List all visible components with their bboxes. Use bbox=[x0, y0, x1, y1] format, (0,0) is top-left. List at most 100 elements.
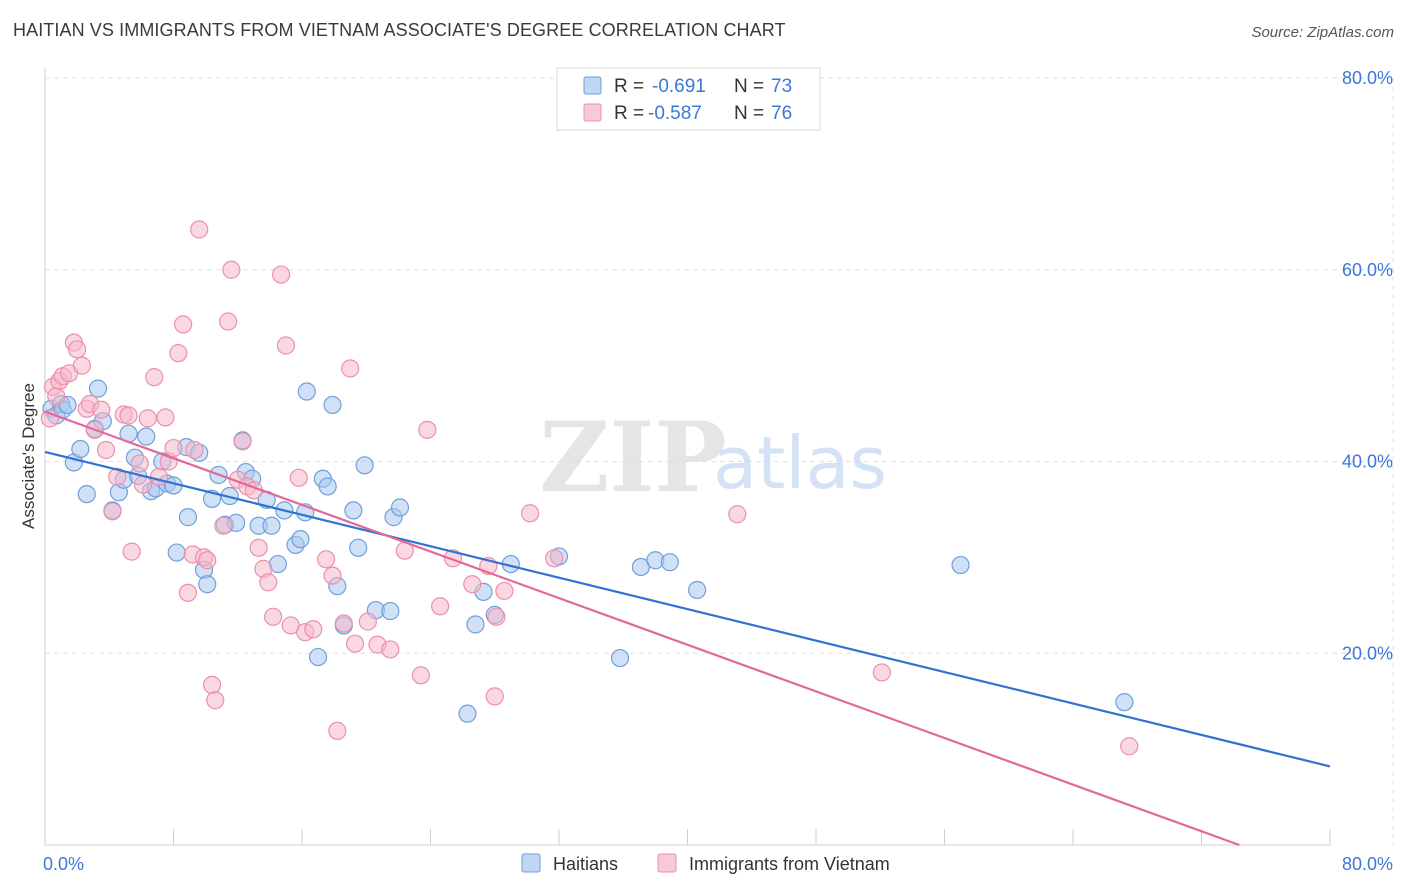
x-tick-label-1: 80.0% bbox=[1342, 854, 1393, 874]
chart-title: HAITIAN VS IMMIGRANTS FROM VIETNAM ASSOC… bbox=[13, 20, 786, 40]
haitians-point-60 bbox=[466, 615, 485, 634]
vietnam-point-13 bbox=[96, 440, 116, 460]
haitians-point-52 bbox=[344, 501, 363, 520]
vietnam-point-56 bbox=[328, 721, 347, 741]
vietnam-point-53 bbox=[304, 620, 323, 639]
vietnam-point-28 bbox=[174, 315, 193, 334]
legend-r-value-2: -0.587 bbox=[648, 103, 702, 124]
tick-labels: 20.0% 40.0% 60.0% 80.0% 0.0% 80.0% bbox=[43, 68, 1393, 874]
gridlines bbox=[45, 77, 1394, 845]
haitians-point-28 bbox=[198, 575, 217, 594]
legend-swatch-haitians bbox=[583, 76, 602, 95]
vietnam-point-66 bbox=[431, 597, 450, 616]
y-tick-label-1: 40.0% bbox=[1342, 452, 1393, 472]
vietnam-point-54 bbox=[316, 550, 336, 569]
vietnam-point-27 bbox=[169, 344, 188, 363]
legend-bottom-swatch-haitians bbox=[521, 853, 541, 873]
vietnam-point-55 bbox=[323, 566, 342, 585]
legend-n-label-2: N = bbox=[734, 103, 764, 124]
vietnam-trend-line bbox=[44, 410, 1240, 847]
vietnam-point-57 bbox=[334, 614, 353, 633]
vietnam-point-14 bbox=[103, 502, 122, 521]
haitians-point-54 bbox=[355, 456, 374, 475]
vietnam-point-15 bbox=[108, 467, 127, 486]
haitians-point-43 bbox=[291, 530, 310, 549]
haitians-point-70 bbox=[951, 555, 970, 575]
vietnam-point-29 bbox=[178, 583, 198, 602]
haitians-point-49 bbox=[323, 395, 342, 415]
vietnam-point-24 bbox=[156, 408, 175, 427]
vietnam-point-41 bbox=[233, 432, 252, 451]
legend-n-value-2: 76 bbox=[771, 103, 792, 124]
vietnam-point-18 bbox=[122, 542, 141, 561]
haitians-trend-line bbox=[44, 450, 1331, 768]
vietnam-point-51 bbox=[289, 468, 308, 487]
watermark-atlas: atlas bbox=[713, 421, 887, 505]
haitians-point-25 bbox=[178, 508, 198, 527]
y-axis-label: Associate's Degree bbox=[19, 383, 38, 529]
vietnam-point-65 bbox=[418, 420, 437, 439]
vietnam-points bbox=[40, 220, 1139, 756]
vietnam-point-36 bbox=[206, 691, 225, 710]
vietnam-point-7 bbox=[68, 340, 87, 359]
haitians-point-48 bbox=[318, 477, 337, 496]
vietnam-point-17 bbox=[119, 406, 138, 425]
vietnam-point-73 bbox=[520, 504, 540, 523]
haitians-point-53 bbox=[349, 538, 368, 557]
vietnam-point-21 bbox=[138, 409, 157, 428]
vietnam-point-59 bbox=[345, 634, 365, 653]
vietnam-point-49 bbox=[276, 336, 296, 355]
vietnam-point-62 bbox=[381, 640, 400, 659]
vietnam-point-67 bbox=[443, 549, 463, 568]
haitians-point-56 bbox=[381, 601, 400, 621]
vietnam-point-37 bbox=[214, 516, 233, 535]
vietnam-point-64 bbox=[411, 666, 430, 685]
vietnam-point-23 bbox=[149, 467, 169, 486]
vietnam-point-68 bbox=[463, 575, 482, 594]
vietnam-point-46 bbox=[259, 573, 278, 592]
haitians-point-58 bbox=[390, 498, 410, 517]
haitians-point-7 bbox=[77, 484, 96, 504]
vietnam-point-75 bbox=[728, 505, 747, 524]
y-tick-label-2: 60.0% bbox=[1342, 260, 1393, 280]
vietnam-point-76 bbox=[872, 663, 891, 682]
haitians-point-45 bbox=[297, 382, 316, 401]
trend-lines bbox=[44, 410, 1331, 847]
haitians-point-46 bbox=[308, 647, 328, 667]
y-tick-label-3: 80.0% bbox=[1342, 68, 1393, 88]
axes bbox=[44, 68, 1331, 846]
vietnam-point-20 bbox=[133, 475, 153, 494]
haitians-point-17 bbox=[137, 427, 156, 446]
legend-bottom: Haitians Immigrants from Vietnam bbox=[521, 853, 890, 874]
vietnam-point-60 bbox=[358, 612, 377, 631]
legend-bottom-haitians: Haitians bbox=[553, 854, 618, 874]
vietnam-point-77 bbox=[1120, 737, 1139, 756]
vietnam-point-34 bbox=[198, 551, 217, 570]
haitians-point-68 bbox=[660, 553, 679, 572]
x-tick-label-0: 0.0% bbox=[43, 854, 84, 874]
vietnam-point-44 bbox=[249, 538, 268, 557]
vietnam-point-31 bbox=[185, 440, 204, 460]
vietnam-point-12 bbox=[92, 400, 111, 419]
haitians-point-9 bbox=[88, 379, 108, 398]
vietnam-point-26 bbox=[164, 438, 183, 458]
legend-r-label-2: R = bbox=[614, 103, 644, 124]
vietnam-point-8 bbox=[72, 356, 92, 375]
haitians-point-6 bbox=[71, 439, 90, 459]
haitians-point-23 bbox=[167, 543, 186, 562]
legend-top: R = -0.691 N = 73 R = -0.587 N = 76 bbox=[556, 67, 821, 131]
watermark: ZIP atlas bbox=[539, 401, 887, 514]
vietnam-point-22 bbox=[145, 368, 164, 387]
vietnam-point-19 bbox=[130, 454, 149, 473]
vietnam-point-74 bbox=[545, 549, 564, 568]
legend-swatch-vietnam bbox=[583, 103, 602, 122]
legend-n-value-1: 73 bbox=[771, 76, 792, 97]
source-label: Source: ZipAtlas.com bbox=[1251, 24, 1394, 41]
legend-bottom-vietnam: Immigrants from Vietnam bbox=[689, 854, 890, 874]
vietnam-point-47 bbox=[263, 607, 283, 626]
vietnam-point-71 bbox=[487, 607, 506, 626]
vietnam-point-2 bbox=[47, 387, 66, 406]
vietnam-point-38 bbox=[219, 312, 238, 331]
vietnam-point-70 bbox=[485, 687, 504, 706]
